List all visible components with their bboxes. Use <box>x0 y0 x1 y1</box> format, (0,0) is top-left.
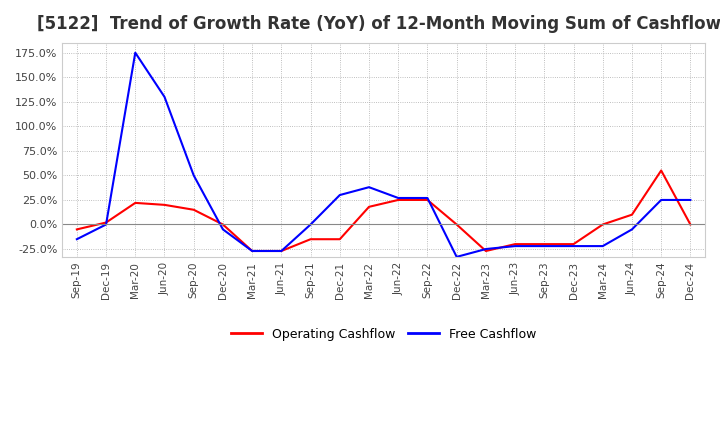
Operating Cashflow <box>686 222 695 227</box>
Free Cashflow <box>570 243 578 249</box>
Legend: Operating Cashflow, Free Cashflow: Operating Cashflow, Free Cashflow <box>226 323 541 346</box>
Operating Cashflow <box>628 212 636 217</box>
Free Cashflow <box>482 246 490 252</box>
Free Cashflow <box>365 184 374 190</box>
Operating Cashflow <box>598 222 607 227</box>
Free Cashflow <box>394 195 402 201</box>
Free Cashflow <box>102 222 110 227</box>
Operating Cashflow <box>452 222 461 227</box>
Operating Cashflow <box>306 237 315 242</box>
Free Cashflow <box>306 222 315 227</box>
Free Cashflow <box>160 94 168 99</box>
Free Cashflow <box>336 192 344 198</box>
Operating Cashflow <box>336 237 344 242</box>
Operating Cashflow <box>482 248 490 253</box>
Free Cashflow <box>540 243 549 249</box>
Operating Cashflow <box>394 197 402 202</box>
Free Cashflow <box>131 50 140 55</box>
Free Cashflow <box>248 248 256 253</box>
Title: [5122]  Trend of Growth Rate (YoY) of 12-Month Moving Sum of Cashflows: [5122] Trend of Growth Rate (YoY) of 12-… <box>37 15 720 33</box>
Operating Cashflow <box>277 248 286 253</box>
Line: Operating Cashflow: Operating Cashflow <box>77 171 690 251</box>
Operating Cashflow <box>131 200 140 205</box>
Free Cashflow <box>598 243 607 249</box>
Line: Free Cashflow: Free Cashflow <box>77 53 690 257</box>
Free Cashflow <box>423 195 432 201</box>
Free Cashflow <box>657 197 665 202</box>
Operating Cashflow <box>657 168 665 173</box>
Free Cashflow <box>686 197 695 202</box>
Free Cashflow <box>452 254 461 260</box>
Operating Cashflow <box>365 204 374 209</box>
Operating Cashflow <box>219 222 228 227</box>
Operating Cashflow <box>73 227 81 232</box>
Operating Cashflow <box>189 207 198 213</box>
Free Cashflow <box>189 173 198 178</box>
Operating Cashflow <box>540 242 549 247</box>
Operating Cashflow <box>160 202 168 208</box>
Operating Cashflow <box>248 248 256 253</box>
Operating Cashflow <box>510 242 519 247</box>
Operating Cashflow <box>570 242 578 247</box>
Free Cashflow <box>628 227 636 232</box>
Operating Cashflow <box>102 220 110 225</box>
Free Cashflow <box>277 248 286 253</box>
Free Cashflow <box>510 243 519 249</box>
Free Cashflow <box>219 227 228 232</box>
Free Cashflow <box>73 237 81 242</box>
Operating Cashflow <box>423 197 432 202</box>
